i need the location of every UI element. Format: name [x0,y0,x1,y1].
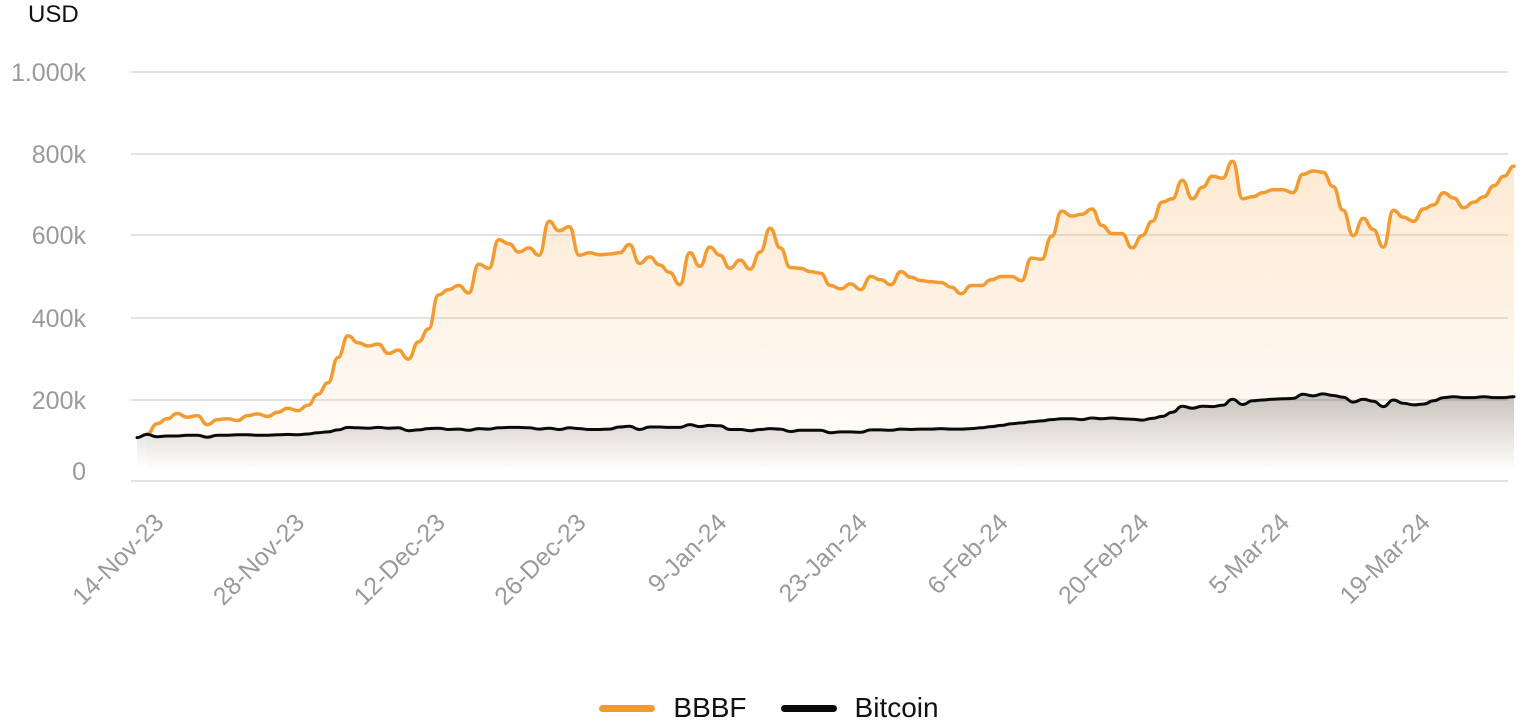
x-tick-label: 26-Dec-23 [489,508,591,610]
y-axis-unit-label: USD [28,1,79,28]
series-area-bitcoin [137,393,1514,468]
x-axis-ticks: 14-Nov-23 28-Nov-23 12-Dec-23 26-Dec-23 9-Ja… [67,508,1436,610]
y-tick-label: 1.000k [11,59,87,87]
series-line-bitcoin[interactable] [135,392,1516,440]
x-tick-label: 9-Jan-24 [643,508,733,598]
legend-swatch-bitcoin [780,704,837,712]
x-tick-label: 23-Jan-24 [774,508,873,607]
series-area-bbbf [147,161,1515,468]
series-areas [137,161,1515,468]
y-tick-label: 0 [72,458,86,486]
legend-label-bitcoin: Bitcoin [854,692,939,723]
line-chart: USD 0 200k 400k 600k 800k 1.000k 14-Nov-23 28-… [11,1,1516,611]
y-tick-label: 600k [32,222,87,250]
y-axis-ticks: 0 200k 400k 600k 800k 1.000k [11,59,87,486]
y-tick-label: 800k [32,141,87,169]
series-lines [135,159,1516,440]
x-tick-label: 12-Dec-23 [349,508,451,610]
x-tick-label: 6-Feb-24 [922,508,1014,600]
y-tick-label: 400k [32,305,87,333]
legend-item-bbbf[interactable]: BBBF [599,692,747,724]
series-line-bbbf[interactable] [145,159,1516,436]
legend-item-bitcoin[interactable]: Bitcoin [780,692,939,724]
legend-label-bbbf: BBBF [673,692,747,723]
x-tick-label: 19-Mar-24 [1335,508,1436,609]
x-tick-label: 14-Nov-23 [67,508,169,610]
x-tick-label: 20-Feb-24 [1053,508,1154,609]
x-tick-label: 28-Nov-23 [208,508,310,610]
y-tick-label: 200k [32,387,87,415]
legend-swatch-bbbf [599,704,656,712]
x-tick-label: 5-Mar-24 [1204,508,1296,600]
legend: BBBF Bitcoin [0,690,1538,726]
